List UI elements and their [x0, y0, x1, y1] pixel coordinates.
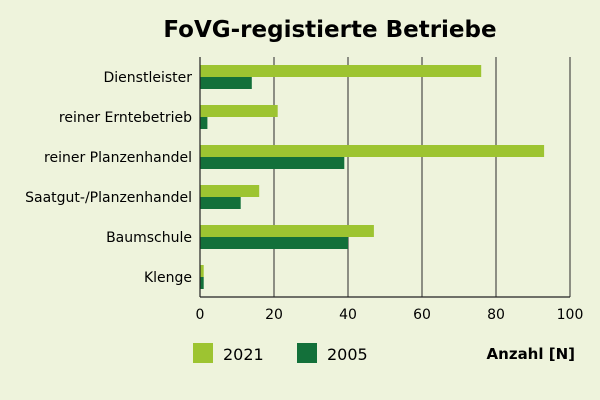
bar-2005-3	[200, 197, 241, 209]
category-label: Dienstleister	[104, 70, 193, 86]
category-label: Baumschule	[106, 230, 192, 246]
category-labels: Dienstleister reiner Erntebetrieb reiner P…	[25, 70, 192, 286]
bar-2021-5	[200, 265, 204, 277]
bar-2021-2	[200, 145, 545, 157]
x-tick-label: 100	[557, 307, 584, 323]
category-label: reiner Planzenhandel	[44, 150, 192, 166]
bar-2021-3	[200, 185, 260, 197]
x-tick-label: 80	[487, 307, 505, 323]
category-label: reiner Erntebetrieb	[59, 110, 192, 126]
legend: 2021 2005	[193, 343, 368, 364]
legend-swatch-2021	[193, 343, 213, 363]
x-tick-label: 0	[196, 307, 205, 323]
bar-2021-1	[200, 105, 278, 117]
x-tick-label: 60	[413, 307, 431, 323]
bar-2021-0	[200, 65, 482, 77]
category-label: Saatgut-/Planzenhandel	[25, 190, 192, 206]
x-tick-label: 20	[265, 307, 283, 323]
category-label: Klenge	[144, 270, 192, 286]
x-tick-labels: 0 20 40 60 80 100	[196, 307, 584, 323]
bar-2005-5	[200, 277, 204, 289]
bar-2021-4	[200, 225, 374, 237]
x-tick-label: 40	[339, 307, 357, 323]
legend-swatch-2005	[297, 343, 317, 363]
bar-2005-4	[200, 237, 348, 249]
chart-title: FoVG-registierte Betriebe	[163, 17, 496, 43]
bar-2005-1	[200, 117, 208, 129]
x-axis-title: Anzahl [N]	[487, 345, 575, 363]
legend-label: 2005	[327, 345, 368, 364]
grid-lines	[273, 57, 571, 297]
bar-2005-2	[200, 157, 345, 169]
legend-label: 2021	[223, 345, 264, 364]
bars	[200, 65, 545, 289]
bar-2005-0	[200, 77, 252, 89]
